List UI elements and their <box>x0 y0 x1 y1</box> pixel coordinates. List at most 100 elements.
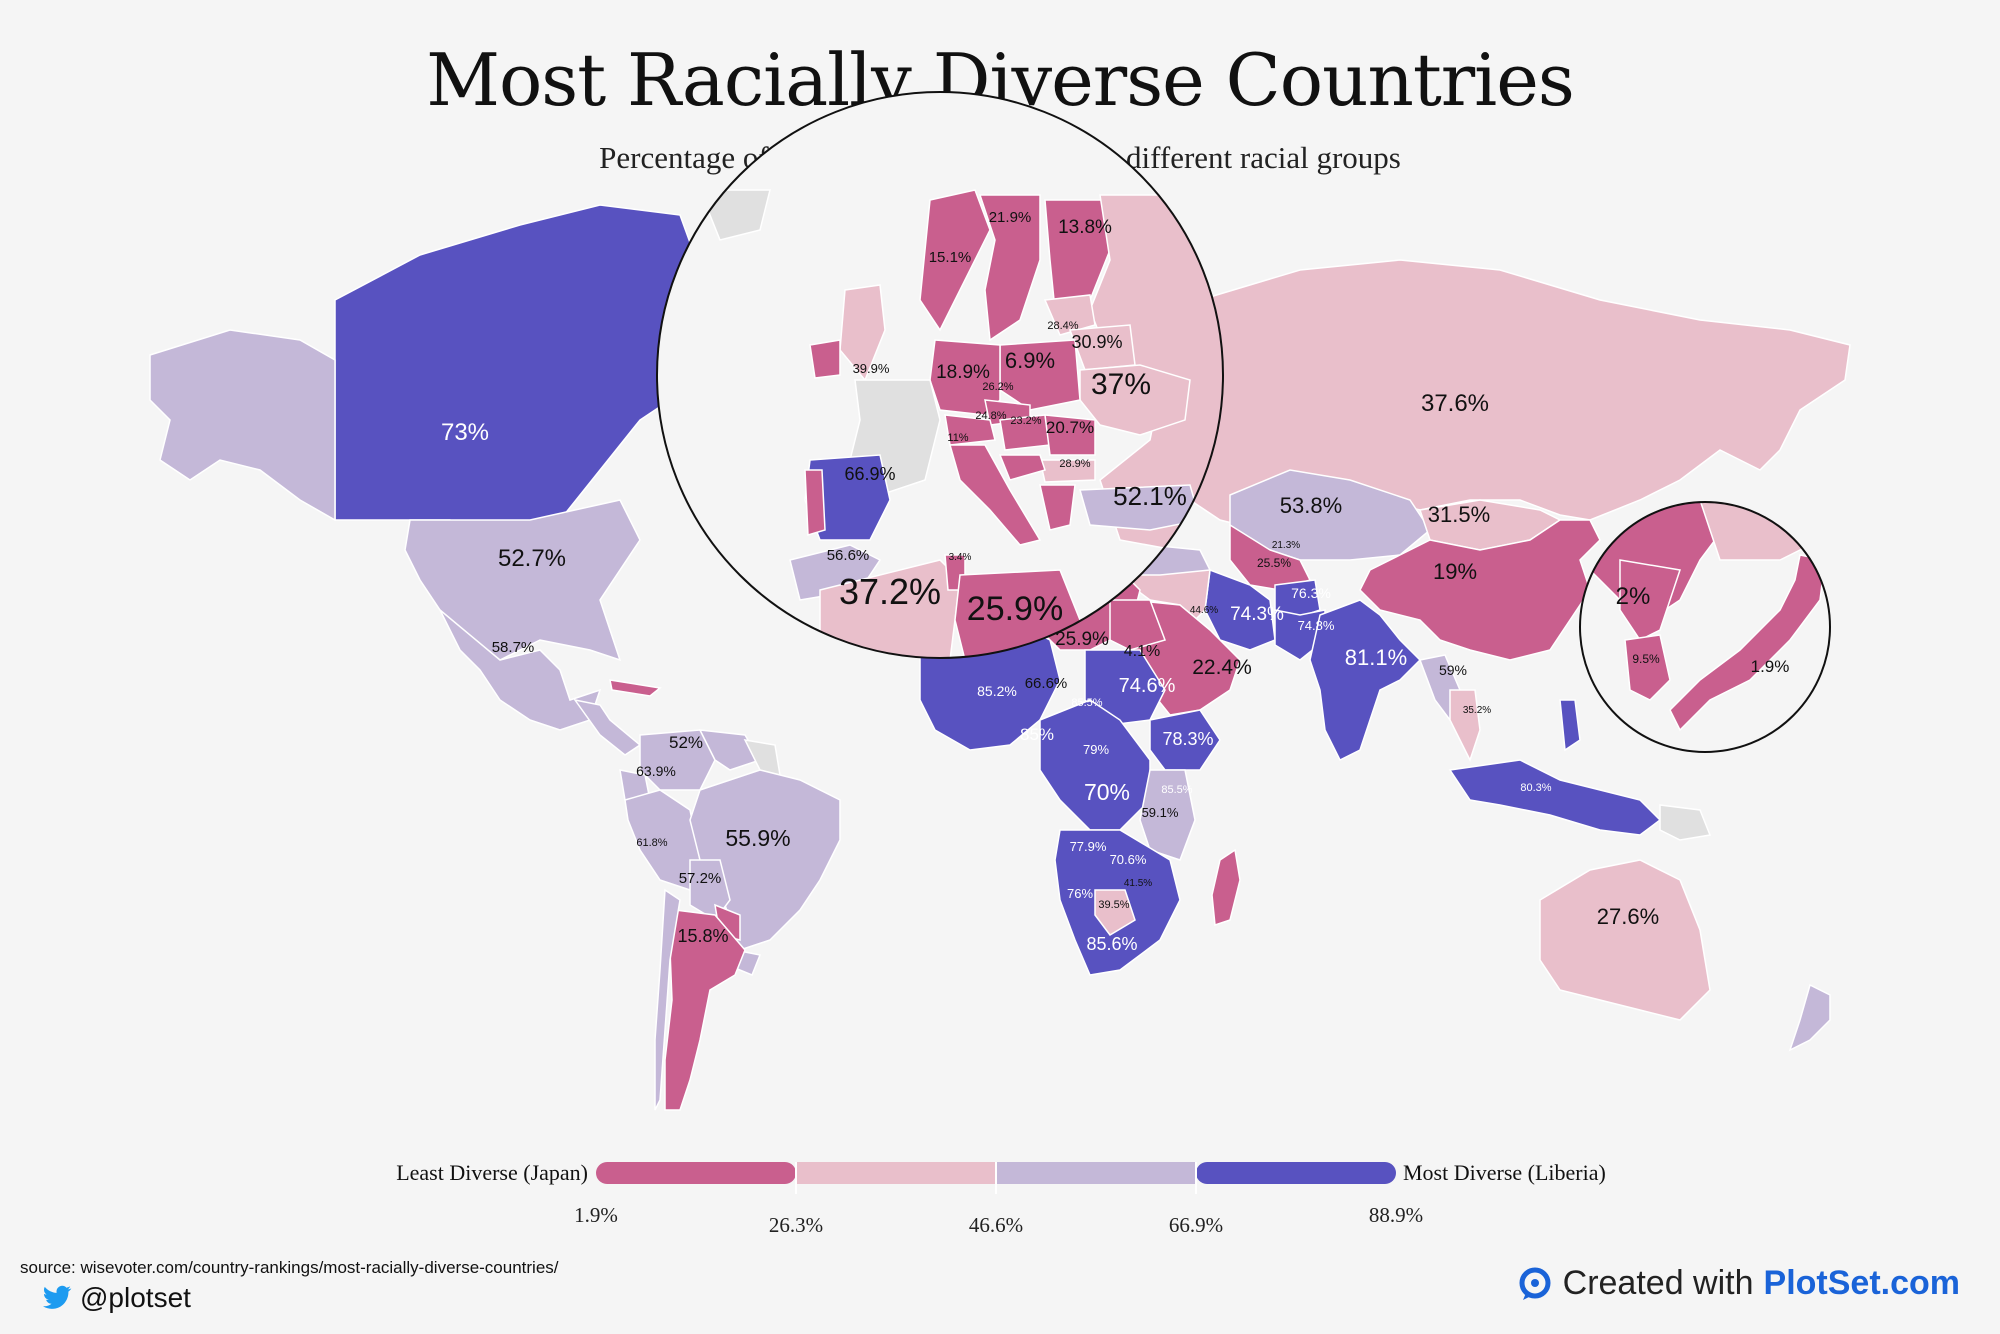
label-russia: 37.6% <box>1421 390 1489 417</box>
country-thailand <box>1449 689 1481 762</box>
country-alaska <box>149 329 336 522</box>
label-poland: 6.9% <box>1005 348 1055 373</box>
zoom-country-austria <box>944 414 996 446</box>
country-india <box>1309 599 1422 762</box>
label-cameroon: 85.5% <box>1071 697 1102 709</box>
label-mexico: 58.7% <box>492 639 535 656</box>
label-south-korea: 9.5% <box>1632 652 1660 666</box>
country-shapes <box>149 199 1851 1111</box>
legend-swatch-2 <box>796 1162 996 1184</box>
zoom-country-spain <box>804 454 891 541</box>
label-china: 19% <box>1433 559 1477 584</box>
label-bulgaria: 28.9% <box>1059 458 1090 470</box>
zoom-country-norway <box>919 189 991 332</box>
zoom-country-united-kingdom <box>839 284 886 382</box>
value-labels: 73% 52.7% 58.7% 52% 63.9% 61.8% 57.2% 55.9% 15.8… <box>441 209 1789 954</box>
country-cuba <box>609 679 662 697</box>
label-japan: 1.9% <box>1751 657 1790 676</box>
country-central-america <box>573 698 642 756</box>
label-kazakhstan: 53.8% <box>1280 493 1342 518</box>
label-norway: 15.1% <box>929 249 972 266</box>
label-turkey: 52.1% <box>1113 481 1187 511</box>
label-pakistan: 74.8% <box>1298 618 1335 633</box>
label-afghanistan: 76.3% <box>1291 585 1331 601</box>
zoom-country-japan <box>1669 554 1826 732</box>
label-belarus: 30.9% <box>1071 332 1122 352</box>
legend-tick-3: 46.6% <box>968 1213 1024 1237</box>
label-indonesia: 80.3% <box>1520 782 1551 794</box>
label-united-kingdom: 39.9% <box>853 361 890 376</box>
country-east-africa <box>1139 769 1196 861</box>
country-central-africa <box>1039 699 1151 831</box>
legend-least-label: Least Diverse (Japan) <box>396 1160 588 1185</box>
label-australia: 27.6% <box>1597 904 1659 929</box>
country-indonesia <box>1448 759 1662 836</box>
zoom-country-greece <box>1039 484 1076 531</box>
label-canada: 73% <box>441 419 489 446</box>
label-ukraine: 37% <box>1091 368 1151 401</box>
country-papua <box>1659 804 1712 841</box>
label-uzbekistan: 21.3% <box>1272 540 1300 551</box>
twitter-handle[interactable]: @plotset <box>42 1282 191 1314</box>
label-bolivia: 57.2% <box>679 870 722 887</box>
label-zambia: 77.9% <box>1070 839 1107 854</box>
country-united-states <box>404 499 641 662</box>
legend-tick-2: 26.3% <box>768 1213 824 1237</box>
label-turkmenistan: 25.5% <box>1257 556 1291 570</box>
country-philippines <box>1559 699 1581 752</box>
country-new-zealand <box>1788 983 1831 1052</box>
label-germany: 18.9% <box>936 362 990 383</box>
label-iran: 74.3% <box>1230 604 1284 625</box>
label-hungary: 23.2% <box>1010 415 1041 427</box>
twitter-bird-icon <box>43 1285 72 1309</box>
zoom-country-turkey <box>1079 484 1201 531</box>
label-niger: 66.6% <box>1025 675 1068 692</box>
label-chad: 25.9% <box>1055 629 1109 650</box>
label-romania: 20.7% <box>1046 418 1094 437</box>
korea-japan-zoom-ring <box>1579 501 1831 753</box>
country-botswana <box>1094 889 1136 936</box>
label-austria: 24.8% <box>975 410 1006 422</box>
label-zimbabwe: 41.5% <box>1124 878 1152 889</box>
legend-tick-5: 88.9% <box>1368 1203 1424 1227</box>
label-tanzania: 59.1% <box>1142 805 1179 820</box>
country-iran <box>1204 568 1276 651</box>
label-saudi-arabia: 22.4% <box>1192 656 1252 679</box>
label-sweden: 21.9% <box>989 209 1032 226</box>
zoom-country-north-korea <box>1619 559 1681 641</box>
label-egypt: 4.1% <box>1124 643 1160 660</box>
label-brazil: 55.9% <box>725 825 790 851</box>
label-italy: 11% <box>947 432 968 444</box>
label-united-states: 52.7% <box>498 545 566 572</box>
label-tunisia: 3.4% <box>949 552 972 563</box>
plotset-logo-icon <box>1519 1267 1551 1300</box>
label-nigeria: 85% <box>1020 725 1054 744</box>
legend-tick-4: 66.9% <box>1168 1213 1224 1237</box>
legend-most-label: Most Diverse (Liberia) <box>1403 1160 1606 1185</box>
zoom-country-romania <box>1044 414 1096 456</box>
twitter-handle-text: @plotset <box>80 1282 191 1313</box>
label-algeria: 37.2% <box>839 571 941 612</box>
label-spain: 66.9% <box>844 464 895 484</box>
zoom-country-greenland-edge <box>698 189 771 241</box>
europe-zoom-shapes <box>698 189 1223 658</box>
zoom-country-balkans <box>998 454 1046 481</box>
zoom-country-south-korea <box>1624 634 1671 701</box>
credit-brand: PlotSet.com <box>1763 1264 1960 1302</box>
label-ecuador: 63.9% <box>636 763 676 779</box>
legend-tick-1: 1.9% <box>574 1203 618 1227</box>
zoom-country-ukraine <box>1079 364 1191 436</box>
label-finland: 13.8% <box>1058 217 1112 238</box>
label-kenya: 85.5% <box>1161 784 1192 796</box>
legend-swatch-3 <box>996 1162 1196 1184</box>
label-congo-drc-: 70% <box>1084 779 1130 805</box>
country-ethiopia <box>1149 709 1221 771</box>
label-india: 81.1% <box>1345 645 1407 670</box>
country-egypt <box>1109 599 1166 651</box>
country-chile <box>654 888 681 1111</box>
label-morocco: 56.6% <box>827 547 870 564</box>
plotset-credit[interactable]: Created with PlotSet.com <box>1517 1264 1960 1303</box>
legend-swatch-1 <box>596 1162 796 1184</box>
label-mozambique: 70.6% <box>1110 852 1147 867</box>
label-thailand: 35.2% <box>1463 705 1491 716</box>
